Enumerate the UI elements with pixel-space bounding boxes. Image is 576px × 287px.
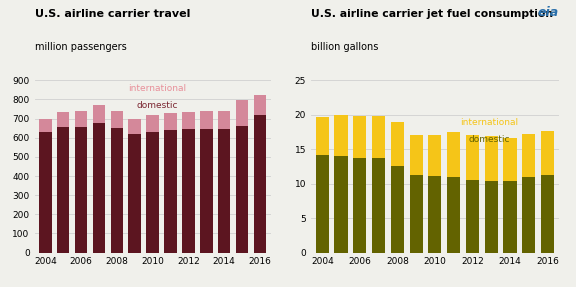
Bar: [391, 122, 404, 166]
Bar: [372, 116, 385, 158]
Bar: [372, 158, 385, 253]
Bar: [57, 127, 70, 253]
Bar: [541, 131, 554, 175]
Bar: [503, 181, 517, 253]
Bar: [218, 110, 230, 129]
Text: international: international: [128, 84, 187, 93]
Bar: [391, 166, 404, 253]
Bar: [429, 176, 441, 253]
Text: million passengers: million passengers: [35, 42, 126, 52]
Bar: [541, 175, 554, 253]
Bar: [335, 115, 348, 156]
Bar: [429, 135, 441, 176]
Bar: [316, 155, 329, 253]
Bar: [236, 126, 248, 253]
Bar: [182, 112, 195, 129]
Bar: [111, 128, 123, 253]
Bar: [316, 117, 329, 155]
Bar: [335, 156, 348, 253]
Bar: [146, 132, 159, 253]
Bar: [484, 181, 498, 253]
Bar: [182, 129, 195, 253]
Bar: [128, 134, 141, 253]
Text: international: international: [460, 118, 518, 127]
Bar: [164, 130, 177, 253]
Bar: [466, 180, 479, 253]
Bar: [164, 113, 177, 130]
Bar: [447, 132, 460, 177]
Bar: [410, 135, 423, 175]
Bar: [253, 95, 266, 115]
Bar: [522, 177, 535, 253]
Text: billion gallons: billion gallons: [311, 42, 378, 52]
Bar: [75, 111, 88, 127]
Bar: [503, 137, 517, 181]
Bar: [111, 111, 123, 128]
Text: domestic: domestic: [137, 101, 178, 110]
Bar: [447, 177, 460, 253]
Bar: [218, 129, 230, 253]
Bar: [522, 134, 535, 177]
Bar: [75, 127, 88, 253]
Text: U.S. airline carrier travel: U.S. airline carrier travel: [35, 9, 190, 19]
Text: eia: eia: [537, 6, 559, 19]
Bar: [353, 116, 366, 158]
Bar: [410, 175, 423, 253]
Bar: [128, 119, 141, 134]
Bar: [466, 135, 479, 180]
Bar: [236, 100, 248, 126]
Bar: [39, 119, 52, 132]
Bar: [253, 115, 266, 253]
Bar: [146, 115, 159, 132]
Bar: [200, 111, 213, 129]
Bar: [93, 105, 105, 123]
Bar: [93, 123, 105, 253]
Bar: [200, 129, 213, 253]
Bar: [39, 132, 52, 253]
Text: U.S. airline carrier jet fuel consumption: U.S. airline carrier jet fuel consumptio…: [311, 9, 553, 19]
Bar: [353, 158, 366, 253]
Bar: [57, 112, 70, 127]
Text: domestic: domestic: [469, 135, 510, 144]
Bar: [484, 136, 498, 181]
